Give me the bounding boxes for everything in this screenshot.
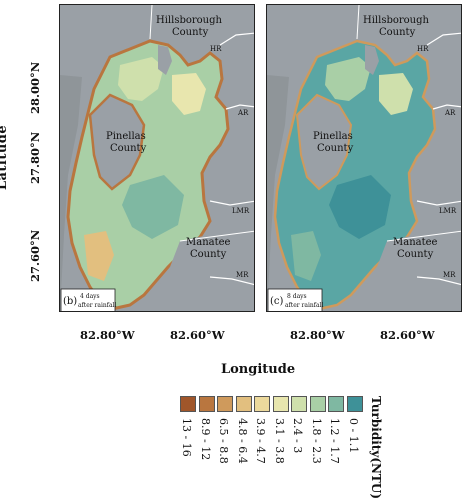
map-panel-b: Hillsborough County Pinellas County Mana… (59, 4, 255, 312)
manatee-land (348, 225, 461, 311)
river-ar-line (432, 104, 461, 110)
legend-swatch (272, 396, 289, 412)
legend-label: 4.8 - 6.4 (235, 418, 249, 464)
x-tick-c-82-80: 82.80°W (290, 328, 345, 342)
pinellas-peninsula (295, 93, 353, 191)
legend-label: 2.4 - 3 (291, 418, 304, 454)
panel-tag-box (60, 288, 116, 311)
legend-label: 3.1 - 3.8 (272, 418, 286, 464)
legend-label: 1.2 - 1.7 (328, 418, 341, 464)
y-tick-27-80: 27.80°N (28, 131, 42, 184)
panel-note-line2: after rainfall (285, 302, 323, 309)
panel-tag: (b) (63, 296, 77, 307)
river-label-mr: MR (443, 271, 456, 279)
river-hr-line (219, 32, 254, 46)
county-label-manatee: Manatee (186, 237, 231, 248)
panel-note-line1: 4 days (80, 293, 100, 300)
legend-swatch (346, 396, 363, 412)
county-label-hillsborough-2: County (379, 27, 416, 38)
bay-patch-north (118, 57, 164, 101)
legend-swatch (328, 396, 344, 412)
bay-patch-central (329, 175, 391, 239)
river-lmr-line (209, 200, 254, 206)
y-tick-27-60: 27.60°N (28, 229, 42, 282)
river-label-lmr: LMR (439, 207, 457, 215)
river-ar-line (225, 104, 254, 110)
county-label-hillsborough: Hillsborough (363, 15, 430, 26)
bay-patch-east (172, 73, 206, 115)
map-panel-c: Hillsborough County Pinellas County Mana… (266, 4, 462, 312)
river-label-lmr: LMR (232, 207, 250, 215)
panel-tag: (c) (270, 296, 284, 307)
legend-swatch (217, 396, 233, 412)
panel-tag-box (267, 288, 323, 311)
interbay-peninsula (158, 45, 172, 75)
county-label-pinellas: Pinellas (313, 131, 353, 142)
legend-label: 3.9 - 4.7 (254, 418, 267, 464)
map-b-svg: Hillsborough County Pinellas County Mana… (60, 5, 254, 311)
river-label-ar: AR (237, 109, 249, 117)
river-lmr-line (416, 200, 461, 206)
county-line-south (386, 230, 461, 242)
river-mr-line (416, 276, 461, 286)
map-c-svg: Hillsborough County Pinellas County Mana… (267, 5, 461, 311)
y-axis-label: Latitude (0, 124, 11, 191)
bay-patch-east (379, 73, 413, 115)
county-label-pinellas-2: County (110, 143, 147, 154)
legend-label: 0 - 1.1 (346, 418, 360, 454)
river-mr-line (209, 276, 254, 286)
county-label-pinellas: Pinellas (106, 131, 146, 142)
river-label-ar: AR (444, 109, 456, 117)
county-label-hillsborough: Hillsborough (156, 15, 223, 26)
river-label-hr: HR (417, 45, 429, 53)
y-tick-28-00: 28.00°N (28, 61, 42, 114)
county-line-north (149, 5, 153, 40)
x-tick-b-82-60: 82.60°W (170, 328, 225, 342)
legend-title: Turbidity(NTU) (369, 396, 383, 499)
panel-note-line2: after rainfall (78, 302, 116, 309)
county-line-south (179, 230, 254, 242)
legend-label: 8.9 - 12 (198, 418, 212, 461)
bay-patch-southwest (291, 231, 321, 281)
county-line-north (356, 5, 360, 40)
river-label-hr: HR (210, 45, 222, 53)
county-label-manatee-2: County (190, 249, 227, 260)
river-hr-line (426, 32, 461, 46)
manatee-land (141, 225, 254, 311)
bay-patch-southwest (84, 231, 114, 281)
gulf-area (60, 75, 82, 311)
river-label-mr: MR (236, 271, 249, 279)
x-axis-label: Longitude (221, 362, 296, 377)
legend-swatch (180, 396, 196, 412)
legend-swatch (291, 396, 307, 412)
panel-note-line1: 8 days (287, 293, 307, 300)
county-label-manatee-2: County (397, 249, 434, 260)
gulf-area (267, 75, 289, 311)
legend-label: 6.5 - 8.8 (217, 418, 230, 464)
x-tick-b-82-80: 82.80°W (80, 328, 135, 342)
bay-patch-central (122, 175, 184, 239)
county-label-manatee: Manatee (393, 237, 438, 248)
bay-patch-north (325, 57, 371, 101)
legend-swatch (254, 396, 270, 412)
pinellas-peninsula (88, 93, 146, 191)
legend-swatch (309, 396, 326, 412)
county-label-pinellas-2: County (317, 143, 354, 154)
x-tick-c-82-60: 82.60°W (380, 328, 435, 342)
legend-label: 1.8 - 2.3 (309, 418, 323, 464)
county-label-hillsborough-2: County (172, 27, 209, 38)
legend-label: 13 - 16 (180, 418, 193, 457)
legend-swatch (235, 396, 252, 412)
interbay-peninsula (365, 45, 379, 75)
legend-swatch (198, 396, 215, 412)
